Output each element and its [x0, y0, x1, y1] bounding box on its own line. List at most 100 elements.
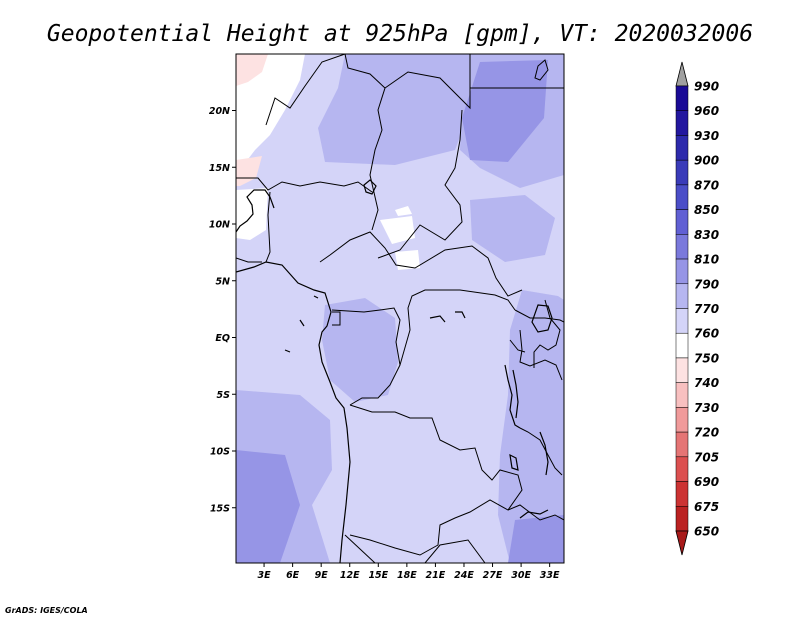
colorbar-swatch: [675, 159, 689, 186]
colorbar-level-label: 930: [694, 129, 719, 143]
lon-tick-label: 12E: [340, 570, 360, 581]
colorbar: 990 960 930 900 870 850 830 810 790 770 760 750 740 7…: [675, 61, 719, 556]
colorbar-bottom-arrow: [675, 530, 689, 556]
border-rwanda: [509, 339, 526, 353]
colorbar-swatch: [675, 357, 689, 383]
lat-tick-label: 15N: [209, 163, 230, 174]
field-east-africa: [498, 290, 564, 563]
river-congo-2: [455, 311, 466, 319]
border-ghana: [265, 191, 271, 263]
colorbar-level-label: 690: [694, 475, 719, 489]
border-drc-north: [399, 289, 516, 366]
lon-tick-label: 18E: [397, 570, 417, 581]
lake-chad: [363, 179, 377, 195]
coast-fragment-3: [313, 295, 319, 299]
lon-tick-label: 21E: [426, 570, 446, 581]
colorbar-level-label: 650: [694, 525, 719, 539]
colorbar-swatch: [675, 407, 689, 433]
border-tanzania: [519, 329, 563, 381]
borders: [236, 54, 564, 563]
gulf-of-guinea-coastline: [236, 261, 351, 563]
field-southeast-core: [508, 515, 564, 563]
colorbar-level-label: 750: [694, 351, 719, 365]
colorbar-level-label: 850: [694, 203, 719, 217]
border-mali-mauritania: [265, 54, 346, 126]
colorbar-level-label: 770: [694, 302, 719, 316]
coast-fragment-2: [284, 349, 291, 353]
field-northeast-core: [462, 60, 548, 162]
chart-title: Geopotential Height at 925hPa [gpm], VT:…: [47, 21, 753, 47]
colorbar-level-label: 990: [694, 80, 719, 94]
lat-tick-label: 5N: [215, 276, 230, 287]
lon-tick-label: 27E: [483, 570, 503, 581]
lake-tanganyika-east: [512, 369, 519, 419]
lon-tick-label: 24E: [454, 570, 474, 581]
colorbar-swatch: [675, 382, 689, 408]
colorbar-swatch: [675, 85, 689, 111]
colorbar-top-arrow: [675, 61, 689, 87]
border-namibia: [344, 534, 376, 563]
border-niger-chad: [344, 54, 386, 231]
west-africa-coastline: [236, 189, 275, 233]
field-white-patch-3: [395, 206, 412, 216]
lat-tick-label: EQ: [215, 333, 230, 344]
field-southwest-core: [236, 450, 300, 563]
lat-tick-label: 20N: [209, 106, 230, 117]
border-equatorial-guinea: [332, 311, 341, 326]
colorbar-level-label: 830: [694, 228, 719, 242]
longitude-axis: 3E 6E 9E 12E 15E 18E 21E 24E 27E 30E 33E: [258, 563, 560, 581]
border-uganda-kenya: [514, 309, 564, 323]
height-field: [236, 54, 564, 563]
colorbar-level-label: 810: [694, 253, 719, 267]
lon-tick-label: 9E: [315, 570, 329, 581]
colorbar-swatch: [675, 135, 689, 161]
lon-tick-label: 15E: [368, 570, 388, 581]
border-sahel: [236, 177, 373, 193]
lon-tick-label: 30E: [511, 570, 531, 581]
latitude-axis: 20N 15N 10N 5N EQ 5S 10S 15S: [209, 106, 236, 514]
colorbar-level-label: 730: [694, 401, 719, 415]
field-white-patch-2: [395, 250, 420, 270]
lake-malawi: [539, 431, 549, 476]
lat-tick-label: 10N: [209, 220, 230, 231]
field-white-patch-1: [380, 216, 415, 244]
colorbar-swatch: [675, 456, 689, 482]
field-white-northwest: [236, 54, 305, 175]
colorbar-level-label: 790: [694, 277, 719, 291]
border-mozambique-zimbabwe: [507, 504, 564, 521]
lon-tick-label: 3E: [258, 570, 272, 581]
colorbar-swatch: [675, 184, 689, 210]
lake-victoria: [531, 304, 553, 333]
border-congo-gabon: [331, 307, 401, 406]
lat-tick-label: 15S: [210, 503, 230, 514]
lon-tick-label: 33E: [540, 570, 560, 581]
colorbar-level-label: 870: [694, 178, 719, 192]
field-east-patch: [470, 195, 555, 262]
lake-tanganyika: [504, 364, 521, 429]
border-botswana-zimbabwe: [424, 539, 486, 563]
colorbar-swatch: [675, 258, 689, 285]
lat-tick-label: 10S: [210, 447, 230, 458]
border-car-south-sudan: [319, 231, 523, 297]
colorbar-swatch: [675, 234, 689, 260]
lon-tick-label: 6E: [286, 570, 300, 581]
lake-mweru: [509, 453, 519, 471]
colorbar-swatch: [675, 308, 689, 334]
colorbar-swatch: [675, 332, 689, 359]
colorbar-level-label: 960: [694, 104, 719, 118]
coast-red-sea: [534, 59, 549, 81]
colorbar-swatch: [675, 110, 689, 136]
grads-credit: GrADS: IGES/COLA: [5, 606, 88, 615]
colorbar-swatch: [675, 506, 689, 532]
border-angola-drc-zambia: [349, 404, 523, 556]
river-congo-1: [429, 315, 446, 323]
colorbar-level-label: 705: [694, 450, 719, 464]
lake-kariba: [519, 509, 549, 519]
colorbar-level-label: 720: [694, 426, 719, 440]
colorbar-swatch: [675, 209, 689, 235]
colorbar-swatch: [675, 431, 689, 458]
colorbar-level-label: 740: [694, 376, 719, 390]
coast-fragment-1: [299, 319, 305, 327]
map-frame: [235, 53, 565, 564]
